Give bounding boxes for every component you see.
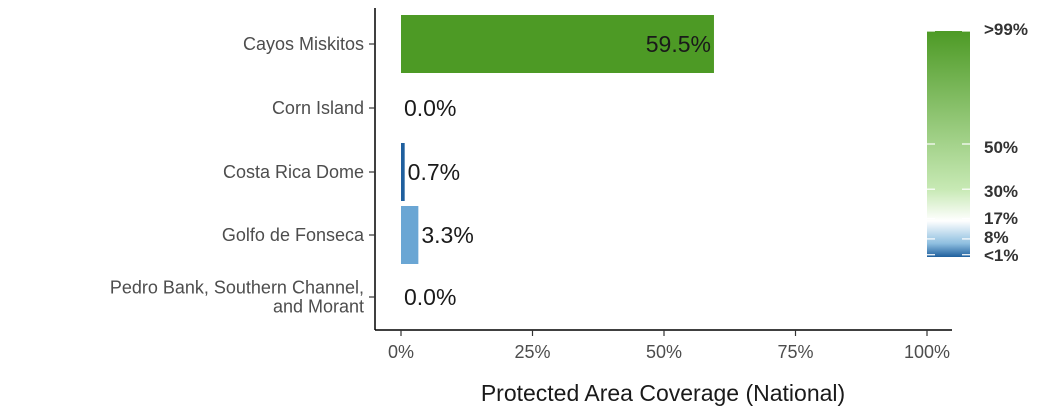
bar-3 [401, 143, 405, 201]
x-tick-label-2: 25% [514, 342, 550, 362]
x-tick-label-3: 50% [646, 342, 682, 362]
category-label-3: Costa Rica Dome [223, 162, 364, 182]
category-labels: Cayos Miskitos Corn Island Costa Rica Dome… [110, 34, 365, 317]
colorbar-legend: >99% 50% 30% 17%8%<1% [927, 20, 1028, 265]
legend-label-5: 8% [984, 228, 1009, 247]
value-label-4: 3.3% [421, 222, 473, 248]
bar-4 [401, 206, 419, 264]
bars-group [401, 15, 714, 326]
x-axis-title: Protected Area Coverage (National) [481, 380, 845, 406]
axes-group [369, 8, 952, 336]
legend-label-6: <1% [984, 246, 1019, 265]
bar-1 [401, 15, 714, 73]
value-label-2: 0.0% [404, 95, 456, 121]
x-tick-label-5: 100% [904, 342, 950, 362]
category-label-1: Cayos Miskitos [243, 34, 364, 54]
x-tick-label-1: 0% [388, 342, 414, 362]
value-label-3: 0.7% [408, 159, 460, 185]
legend-label-3: 30% [984, 182, 1018, 201]
legend-label-2: 50% [984, 138, 1018, 157]
legend-label-4: 17% [984, 209, 1018, 228]
category-label-2: Corn Island [272, 98, 364, 118]
value-label-5: 0.0% [404, 284, 456, 310]
value-labels: 59.5% 0.0% 0.7% 3.3% 0.0% [404, 31, 711, 310]
legend-label-1: >99% [984, 20, 1028, 39]
x-tick-labels: 0% 25% 50% 75% 100% [388, 342, 950, 362]
x-tick-label-4: 75% [777, 342, 813, 362]
category-label-5: Pedro Bank, Southern Channel, and Morant [110, 278, 364, 317]
value-label-1: 59.5% [646, 31, 711, 57]
category-label-4: Golfo de Fonseca [222, 225, 365, 245]
